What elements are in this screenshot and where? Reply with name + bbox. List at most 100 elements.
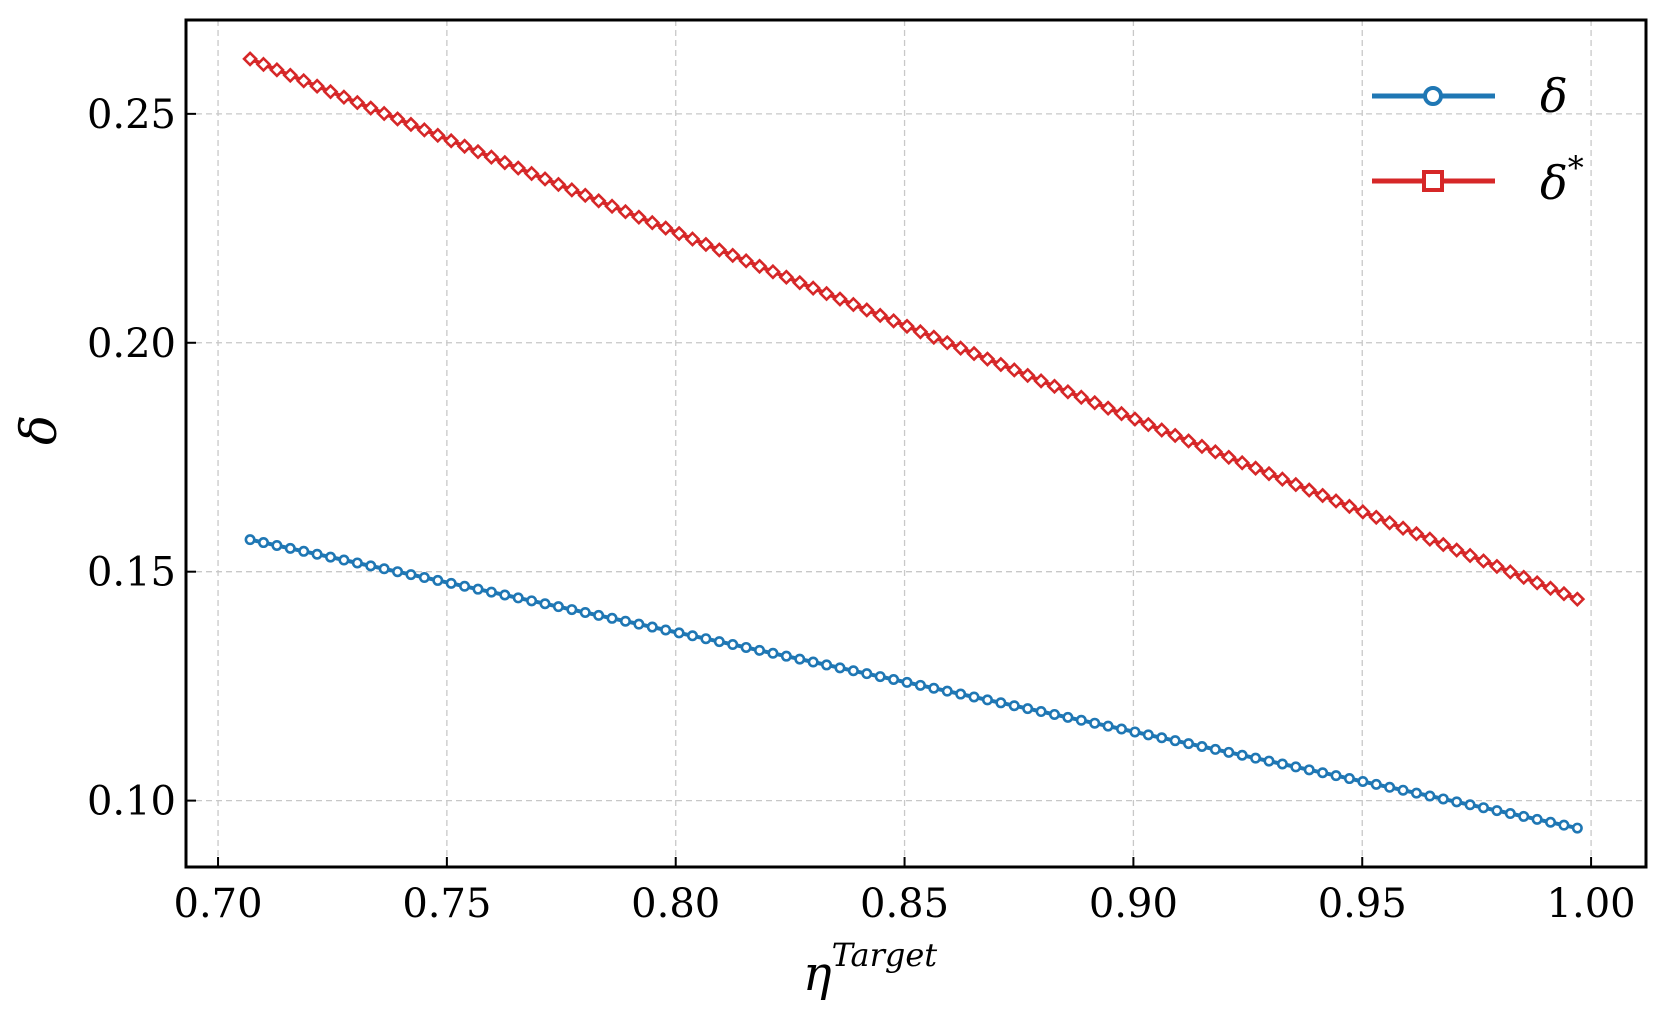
data-point-delta-star: [778, 269, 795, 286]
data-point-delta-star: [1489, 558, 1505, 575]
data-point-delta: [1464, 799, 1476, 811]
data-point-delta-star: [1060, 383, 1076, 400]
data-point-delta: [1290, 761, 1302, 773]
data-point-delta: [1370, 778, 1382, 790]
data-point-delta-star: [979, 351, 996, 367]
data-point-delta-star: [1502, 564, 1519, 580]
data-point-delta-star: [483, 149, 500, 165]
x-axis-title-main: η: [803, 946, 832, 1002]
data-point-delta: [700, 633, 712, 645]
data-point-delta: [1303, 764, 1315, 776]
data-point-delta: [432, 574, 444, 586]
y-tick-label: 0.25: [87, 92, 176, 138]
series-line-delta-star: [249, 57, 1579, 602]
data-point-delta: [861, 668, 873, 680]
data-point-delta-star: [456, 138, 473, 155]
legend: δ δ*: [1372, 69, 1584, 210]
data-point-delta-star: [724, 247, 741, 264]
data-point-delta-star: [1435, 536, 1452, 553]
data-point-delta-star: [791, 274, 808, 291]
data-point-delta-star: [537, 171, 553, 187]
x-tick-label: 0.85: [860, 881, 949, 927]
data-point-delta: [338, 554, 350, 566]
data-point-delta-star: [242, 51, 258, 67]
data-point-delta-star: [1542, 580, 1559, 597]
data-point-delta: [1558, 819, 1570, 831]
data-point-delta: [847, 665, 859, 677]
data-point-delta: [727, 639, 739, 651]
data-point-delta-star: [1100, 400, 1116, 417]
data-point-delta: [405, 569, 417, 581]
data-point-delta: [968, 691, 980, 703]
x-tick-label: 0.90: [1089, 881, 1178, 927]
data-point-delta-star: [631, 209, 647, 226]
data-point-delta-star: [966, 345, 982, 362]
data-point-delta-star: [1529, 574, 1545, 591]
data-point-delta-star: [295, 72, 312, 89]
data-point-delta: [526, 595, 538, 607]
data-point-delta: [914, 679, 926, 691]
data-point-delta-star: [510, 160, 527, 176]
data-point-delta: [1478, 802, 1490, 814]
data-point-delta: [874, 671, 886, 683]
data-point-delta: [1022, 703, 1034, 715]
data-point-delta-star: [751, 258, 768, 275]
data-point-delta: [1156, 732, 1168, 744]
data-point-delta: [579, 606, 591, 618]
data-point-delta: [619, 615, 631, 627]
data-point-delta: [1343, 773, 1355, 785]
data-point-delta-star: [1287, 476, 1304, 493]
data-point-delta-star: [671, 225, 687, 242]
x-tick-label: 0.95: [1318, 881, 1407, 927]
plot-area: [242, 51, 1586, 834]
data-point-delta: [566, 604, 578, 616]
x-tick-label: 0.75: [402, 881, 491, 927]
data-point-delta-star: [1274, 471, 1291, 487]
data-point-delta-star: [1341, 498, 1358, 515]
data-point-delta-star: [1153, 422, 1170, 438]
data-point-delta: [539, 598, 551, 610]
data-point-delta: [365, 560, 377, 572]
data-point-delta-star: [1207, 443, 1224, 460]
data-point-delta-star: [711, 242, 728, 258]
data-point-delta: [1209, 743, 1221, 755]
data-point-delta-star: [845, 296, 862, 313]
data-point-delta-star: [496, 154, 513, 171]
axis-ticks: [186, 112, 1593, 867]
data-point-delta-star: [1355, 504, 1371, 520]
data-point-delta-star: [872, 307, 889, 324]
svg-text:δ: δ: [1540, 69, 1568, 123]
data-point-delta: [660, 624, 672, 636]
data-point-delta: [1545, 816, 1557, 828]
data-point-delta: [512, 592, 524, 604]
data-point-delta-star: [1194, 438, 1210, 455]
data-point-delta-star: [1462, 547, 1478, 564]
data-point-delta: [485, 586, 497, 598]
data-point-delta: [311, 548, 323, 560]
data-point-delta: [1250, 752, 1262, 764]
data-point-delta-star: [604, 198, 620, 215]
data-point-delta: [459, 580, 471, 592]
data-point-delta-star: [1140, 416, 1157, 433]
data-point-delta: [928, 682, 940, 694]
data-point-delta: [754, 644, 766, 656]
data-point-delta-star: [1019, 367, 1036, 384]
data-point-delta: [633, 618, 645, 630]
x-tick-label: 1.00: [1547, 881, 1636, 927]
data-point-delta-star: [1408, 525, 1425, 542]
tick-labels: 0.70 0.75 0.80 0.85 0.90 0.95 1.00 0.10 0.15 0.20…: [87, 92, 1636, 927]
data-point-delta-star: [336, 89, 352, 105]
data-point-delta: [298, 545, 310, 557]
data-point-delta-star: [939, 334, 956, 351]
data-point-delta-star: [1314, 487, 1331, 504]
legend-marker-delta-star: [1422, 170, 1444, 192]
data-point-delta: [606, 612, 618, 624]
data-point-delta-star: [952, 340, 969, 356]
data-point-delta-star: [1127, 411, 1143, 427]
data-point-delta: [995, 697, 1007, 709]
data-point-delta: [1491, 805, 1503, 817]
y-axis-title: δ: [10, 415, 68, 445]
data-point-delta-star: [1301, 482, 1318, 498]
data-point-delta: [981, 694, 993, 706]
